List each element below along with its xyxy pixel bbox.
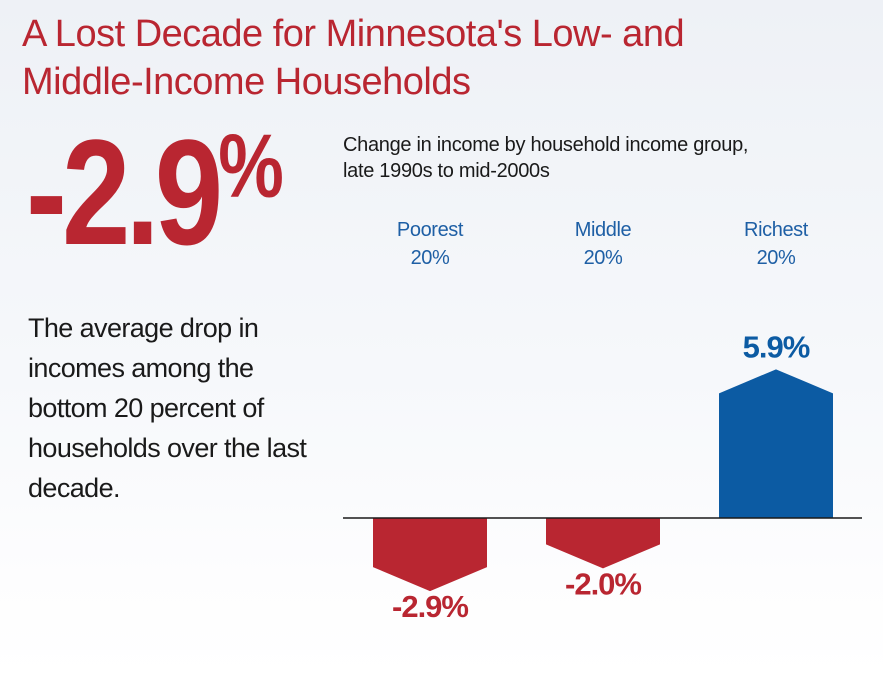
stat-description: The average drop in incomes among the bo… bbox=[28, 313, 307, 503]
headline-stat-number: -2.9 bbox=[26, 108, 223, 276]
category-label-0-line-2: 20% bbox=[411, 247, 450, 269]
chart-subtitle-line-1: Change in income by household income gro… bbox=[343, 134, 749, 156]
category-label-1-line-1: Middle bbox=[575, 219, 632, 241]
bar-value-label-1: -2.0% bbox=[565, 566, 641, 601]
page-title: A Lost Decade for Minnesota's Low- and M… bbox=[22, 10, 872, 106]
category-label-2-line-1: Richest bbox=[744, 219, 809, 241]
category-label-2-line-2: 20% bbox=[757, 247, 796, 269]
bar-2 bbox=[719, 369, 833, 518]
title-line-2: Middle-Income Households bbox=[22, 61, 471, 103]
bar-value-label-2: 5.9% bbox=[743, 329, 810, 364]
chart-subtitle-line-2: late 1990s to mid-2000s bbox=[343, 160, 550, 182]
title-line-1: A Lost Decade for Minnesota's Low- and bbox=[22, 13, 685, 55]
headline-stat-percent: % bbox=[218, 117, 284, 217]
chart-subtitle: Change in income by household income gro… bbox=[343, 132, 863, 184]
headline-stat: -2.9% bbox=[26, 112, 284, 272]
bar-value-label-0: -2.9% bbox=[392, 589, 468, 624]
bar-1 bbox=[546, 518, 660, 569]
bar-0 bbox=[373, 518, 487, 592]
category-label-1-line-2: 20% bbox=[584, 247, 623, 269]
category-label-0-line-1: Poorest bbox=[397, 219, 464, 241]
